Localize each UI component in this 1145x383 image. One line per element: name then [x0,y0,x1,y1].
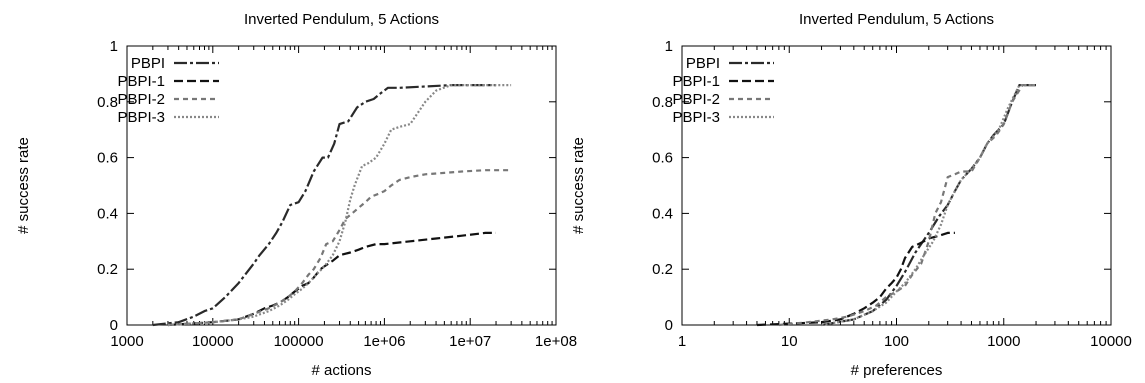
chart-title: Inverted Pendulum, 5 Actions [244,11,439,28]
x-tick-label: 1000 [110,333,143,350]
plot-frame [681,45,1112,326]
y-tick-label: 0.2 [652,261,673,278]
x-tick-label: 1000 [987,333,1020,350]
x-tick-label: 10000 [192,333,234,350]
x-tick-label: 10 [781,333,798,350]
y-tick-label: 0.2 [97,261,118,278]
x-tick-label: 10000 [1090,333,1132,350]
y-tick-label: 0.6 [97,150,118,167]
x-tick-label: 1e+08 [535,333,577,350]
y-tick-label: 0 [110,317,118,334]
y-tick-label: 0 [665,317,673,334]
legend-label: PBPI-3 [117,109,165,126]
y-tick-label: 0.6 [652,150,673,167]
y-axis-title: # success rate [570,137,587,234]
y-axis-title: # success rate [15,137,32,234]
x-axis-title: # actions [311,362,371,379]
legend-label: PBPI [131,55,165,72]
series-line-pbpi [152,83,496,327]
x-tick-label: 100 [884,333,909,350]
series-line-pbpi-3 [167,83,512,327]
legend-label: PBPI-2 [117,91,165,108]
x-tick-label: 1 [678,333,686,350]
y-tick-label: 0.8 [97,94,118,111]
legend-label: PBPI [686,55,720,72]
plot-frame [126,45,557,326]
series-line-pbpi [821,83,1036,327]
x-tick-label: 1e+06 [363,333,405,350]
series-line-pbpi-2 [167,169,512,327]
y-tick-label: 0.4 [652,205,673,222]
series-line-pbpi-1 [167,231,496,327]
series-line-pbpi-2 [778,83,1036,327]
x-axis-title: # preferences [851,362,943,379]
chart-title: Inverted Pendulum, 5 Actions [799,11,994,28]
legend-label: PBPI-3 [672,109,720,126]
y-tick-label: 1 [665,38,673,55]
legend-label: PBPI-1 [117,73,165,90]
legend-label: PBPI-2 [672,91,720,108]
y-tick-label: 0.8 [652,94,673,111]
legend-label: PBPI-1 [672,73,720,90]
y-tick-label: 0.4 [97,205,118,222]
y-tick-label: 1 [110,38,118,55]
series-line-pbpi-1 [756,231,955,327]
x-tick-label: 1e+07 [449,333,491,350]
x-tick-label: 100000 [274,333,324,350]
